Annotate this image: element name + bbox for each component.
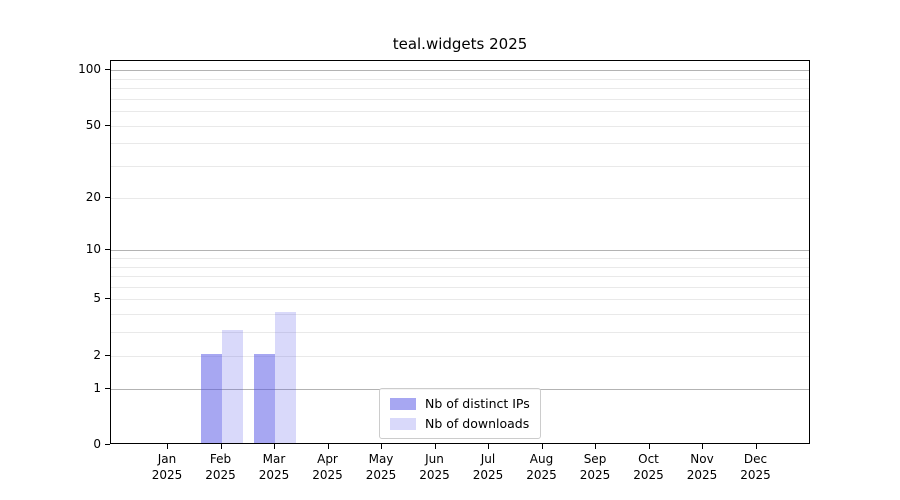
major-gridline	[111, 250, 809, 252]
minor-gridline	[111, 88, 809, 90]
x-tick-mark	[274, 444, 275, 449]
y-axis-tick-label: 2	[93, 347, 101, 362]
chart-title: teal.widgets 2025	[392, 35, 528, 53]
y-tick-mark	[105, 444, 110, 445]
y-tick-mark	[105, 298, 110, 300]
x-axis-tick-label: Jun 2025	[419, 452, 450, 482]
plot-area: Nb of distinct IPs Nb of downloads	[110, 60, 810, 444]
x-tick-mark	[434, 444, 436, 449]
x-tick-mark	[167, 444, 168, 449]
y-tick-mark	[105, 387, 110, 389]
x-axis-tick-label: Jan 2025	[151, 452, 183, 482]
x-tick-mark	[220, 444, 222, 449]
x-tick-mark	[488, 444, 489, 449]
minor-gridline	[111, 332, 809, 334]
x-axis-tick-label: Aug 2025	[526, 452, 557, 482]
legend-swatch-distinct-ips	[390, 397, 416, 410]
y-tick-mark	[105, 354, 110, 356]
y-axis-tick-label: 1	[93, 380, 101, 395]
y-tick-mark	[105, 196, 110, 198]
y-tick-mark	[105, 69, 110, 71]
major-gridline	[111, 70, 809, 72]
y-axis-tick-label: 10	[85, 242, 101, 257]
x-tick-mark	[648, 444, 650, 449]
bar-downloads	[275, 312, 296, 443]
x-axis-tick-label: Jul 2025	[472, 452, 504, 482]
legend: Nb of distinct IPs Nb of downloads	[379, 388, 541, 439]
legend-label-downloads: Nb of downloads	[425, 416, 530, 431]
legend-item-distinct-ips: Nb of distinct IPs	[390, 396, 530, 411]
minor-gridline	[111, 286, 809, 288]
bar-distinct-ips	[200, 353, 222, 443]
x-axis-tick-label: Feb 2025	[205, 452, 236, 482]
x-axis-tick-label: Sep 2025	[579, 452, 611, 482]
x-axis-tick-label: Apr 2025	[312, 452, 343, 482]
y-axis-tick-label: 5	[93, 291, 101, 306]
minor-gridline	[111, 111, 809, 113]
x-tick-mark	[755, 444, 757, 449]
bar-distinct-ips	[254, 353, 275, 443]
minor-gridline	[111, 314, 809, 316]
y-tick-mark	[105, 249, 110, 251]
y-axis-tick-label: 20	[85, 189, 101, 204]
minor-gridline	[111, 299, 809, 301]
x-tick-mark	[327, 444, 329, 449]
x-axis-tick-label: Mar 2025	[258, 452, 290, 482]
y-axis-tick-label: 0	[93, 437, 101, 451]
minor-gridline	[111, 266, 809, 268]
x-tick-mark	[541, 444, 543, 449]
x-tick-mark	[595, 444, 596, 449]
minor-gridline	[111, 276, 809, 278]
x-axis-tick-label: Dec 2025	[740, 452, 771, 482]
minor-gridline	[111, 125, 809, 127]
legend-label-distinct-ips: Nb of distinct IPs	[425, 396, 530, 411]
y-axis-tick-label: 100	[78, 62, 101, 77]
minor-gridline	[111, 98, 809, 100]
minor-gridline	[111, 197, 809, 199]
x-axis-tick-label: Oct 2025	[633, 452, 664, 482]
legend-swatch-downloads	[390, 417, 416, 430]
x-axis-tick-label: May 2025	[365, 452, 397, 482]
x-axis-tick-label: Nov 2025	[686, 452, 718, 482]
x-tick-mark	[381, 444, 382, 449]
y-axis-tick-label: 50	[85, 117, 101, 132]
bar-downloads	[221, 330, 243, 443]
x-tick-mark	[702, 444, 703, 449]
minor-gridline	[111, 257, 809, 259]
y-tick-mark	[105, 124, 110, 126]
minor-gridline	[111, 78, 809, 80]
legend-item-downloads: Nb of downloads	[390, 416, 530, 431]
minor-gridline	[111, 143, 809, 145]
minor-gridline	[111, 355, 809, 357]
minor-gridline	[111, 166, 809, 168]
